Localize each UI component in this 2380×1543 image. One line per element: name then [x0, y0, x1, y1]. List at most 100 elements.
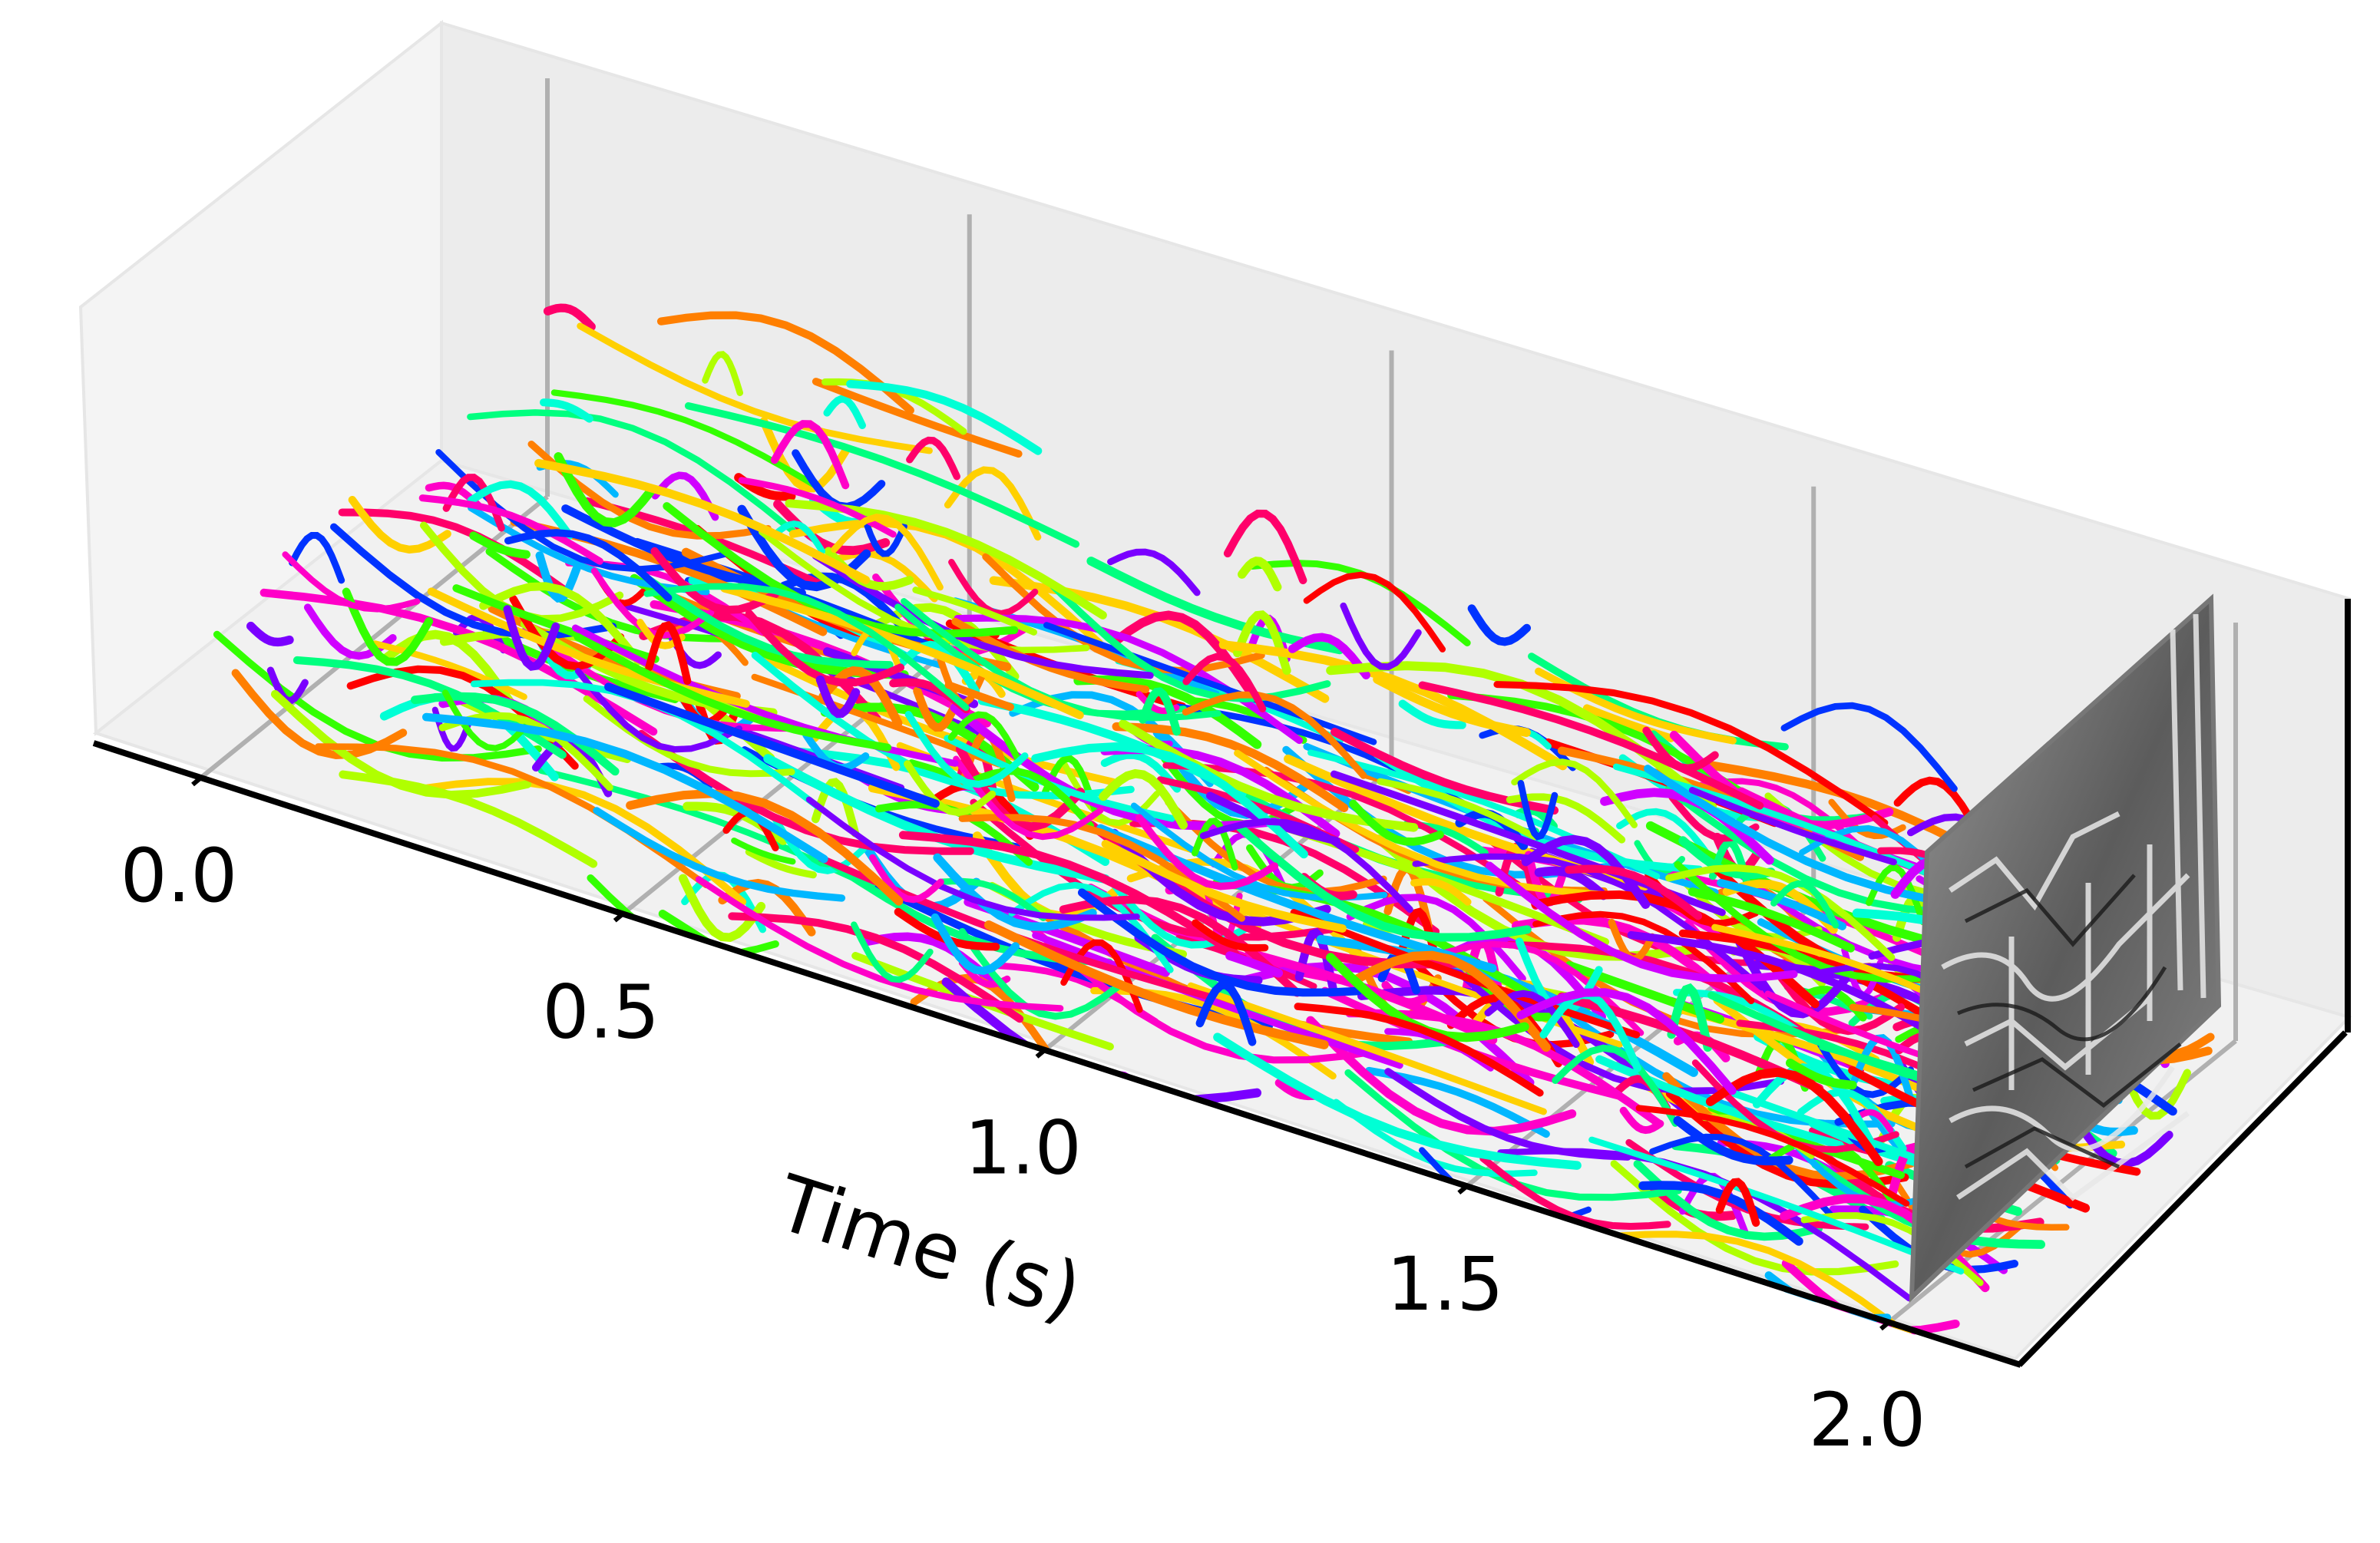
trajectory-line [1192, 919, 1269, 952]
trajectory-line [1701, 1282, 1755, 1307]
trajectory-line [679, 874, 766, 942]
trajectory-line [1042, 755, 1099, 814]
trajectory-line [1552, 1044, 1679, 1127]
trajectory-line [1182, 653, 1267, 712]
trajectory-line [1235, 822, 1532, 942]
trajectory-line [348, 495, 451, 554]
trajectory-line [1050, 582, 1331, 702]
trajectory-line [1665, 864, 1896, 961]
trajectory-line [1752, 1063, 1877, 1150]
trajectory-line [467, 480, 574, 540]
x-tick-mark [1035, 1047, 1048, 1059]
trajectory-line [554, 452, 656, 527]
trajectory-line [427, 587, 750, 708]
x-tick-mark [1457, 1183, 1470, 1195]
trajectory-line [815, 675, 861, 719]
trajectory-line [583, 695, 795, 778]
trajectory-line [1638, 1181, 1803, 1246]
trajectory-line [1303, 571, 1446, 653]
trajectory-line [418, 494, 603, 565]
x-tick-label: 2.0 [1809, 1377, 1926, 1463]
trajectory-line [1687, 887, 1855, 953]
trajectory-line [1893, 776, 1982, 835]
trajectory-line [467, 409, 799, 537]
x-tick-label: 1.5 [1387, 1241, 1504, 1327]
trajectory-line [1099, 768, 1188, 830]
trajectory-line [574, 668, 743, 753]
trajectory-line [1100, 751, 1182, 793]
trajectory-line [543, 303, 596, 332]
x-tick-mark [1879, 1319, 1892, 1331]
trajectory-line [1611, 1231, 1926, 1350]
trajectory-line [1199, 818, 1413, 914]
trajectory-line [342, 587, 434, 666]
trajectory-line [831, 514, 944, 591]
trajectory-line [684, 401, 1080, 548]
trajectory-line [1059, 895, 1301, 997]
trajectory-line [590, 567, 715, 639]
trajectory-line [964, 767, 1095, 830]
trajectory-line [637, 729, 974, 855]
trajectory-line [1715, 1178, 1760, 1227]
trajectory-line [1511, 758, 1638, 828]
trajectory-line [534, 458, 871, 584]
trajectory-line [772, 520, 826, 555]
trajectory-line [1340, 602, 1422, 670]
trajectory-line [745, 610, 904, 687]
trajectory-line [1195, 980, 1257, 1046]
trajectory-line [1516, 988, 1737, 1095]
trajectory-line [1534, 866, 1608, 900]
trajectory-line [626, 789, 904, 906]
trajectory-line [851, 921, 934, 983]
trajectory-line [1812, 1032, 1915, 1099]
trajectory-line [812, 552, 1154, 679]
trajectory-line [933, 853, 1097, 931]
trajectory-line [1377, 778, 1539, 841]
trajectory-line [289, 531, 345, 584]
trajectory-line [1213, 1033, 1582, 1170]
trajectory-line [1225, 951, 1284, 978]
trajectory-line [1673, 989, 1816, 1045]
trajectory-line [1426, 940, 1645, 1036]
trajectory-line [983, 920, 1329, 1049]
trajectory-line [1349, 799, 1444, 846]
trajectory-line [944, 466, 1042, 541]
trajectory-line [1294, 927, 1337, 993]
trajectory-line [1032, 931, 1403, 1069]
trajectory-line [1770, 880, 1840, 929]
trajectory-line [1223, 509, 1307, 585]
trajectory-line [859, 508, 907, 557]
trajectory-line [1351, 950, 1551, 1052]
trajectory-line [643, 583, 970, 711]
trajectory-line [479, 582, 643, 666]
trajectory-line [812, 778, 860, 838]
trajectory-line [1780, 702, 1958, 792]
trajectory-line [574, 633, 892, 752]
trajectory-line [1532, 910, 1755, 1005]
trajectory-line [947, 711, 1023, 765]
trajectory-line [1616, 808, 1714, 862]
trajectory-line [720, 584, 1084, 719]
trajectory-line [869, 854, 944, 904]
trajectory-line [702, 351, 744, 396]
trajectory-line [1187, 982, 1547, 1115]
trajectory-line [643, 574, 894, 669]
trajectory-line [1764, 956, 1906, 1036]
x-tick-label: 1.0 [964, 1105, 1082, 1191]
trajectory-line [913, 686, 960, 732]
trajectory-line [823, 395, 866, 429]
trajectory-line [339, 770, 598, 868]
trajectory-line [896, 640, 980, 696]
trajectory-line [1649, 1133, 1834, 1219]
trajectory-line [731, 838, 796, 865]
trajectory-line [1101, 840, 1347, 933]
trajectory-line [1673, 1115, 1793, 1166]
x-ticks: 0.0 0.5 1.0 1.5 2.0 [121, 775, 1926, 1463]
trajectory-line [503, 605, 560, 671]
trajectory-line [540, 398, 593, 423]
trajectory-line [695, 876, 1064, 1012]
trajectory-line [572, 624, 959, 767]
trajectory-line [1418, 681, 1764, 810]
trajectory-line [1493, 681, 1889, 827]
